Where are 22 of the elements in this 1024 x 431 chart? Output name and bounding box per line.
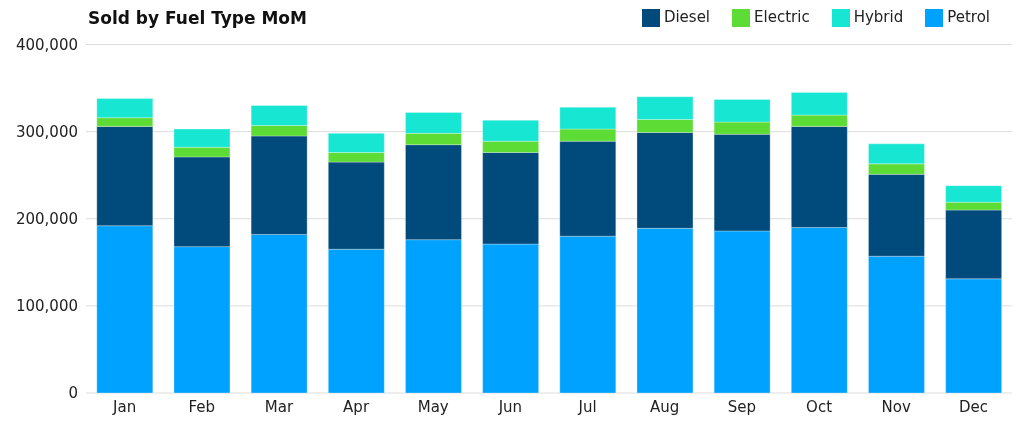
x-tick-label: Nov xyxy=(881,397,912,416)
chart-title: Sold by Fuel Type MoM xyxy=(88,8,307,28)
y-tick-label: 100,000 xyxy=(15,297,78,316)
y-tick-label: 400,000 xyxy=(15,35,78,54)
x-tick-label: Oct xyxy=(806,397,833,416)
x-tick-label: Jun xyxy=(497,397,523,416)
x-tick-label: Sep xyxy=(727,397,757,416)
x-tick-label: Mar xyxy=(264,397,294,416)
y-tick-label: 200,000 xyxy=(15,210,78,229)
x-tick-label: Dec xyxy=(958,397,988,416)
x-tick-label: Feb xyxy=(188,397,216,416)
x-tick-label: Jan xyxy=(112,397,137,416)
x-tick-label: May xyxy=(417,397,449,416)
x-tick-label: Aug xyxy=(650,397,680,416)
y-tick-label: 300,000 xyxy=(15,122,78,141)
legend-label: Petrol xyxy=(947,8,990,26)
x-tick-label: Jul xyxy=(577,397,597,416)
legend-label: Electric xyxy=(754,8,810,26)
legend-label: Hybrid xyxy=(853,8,904,26)
y-tick-label: 0 xyxy=(68,384,78,403)
x-tick-label: Apr xyxy=(343,397,370,416)
legend-label: Diesel xyxy=(663,8,711,26)
